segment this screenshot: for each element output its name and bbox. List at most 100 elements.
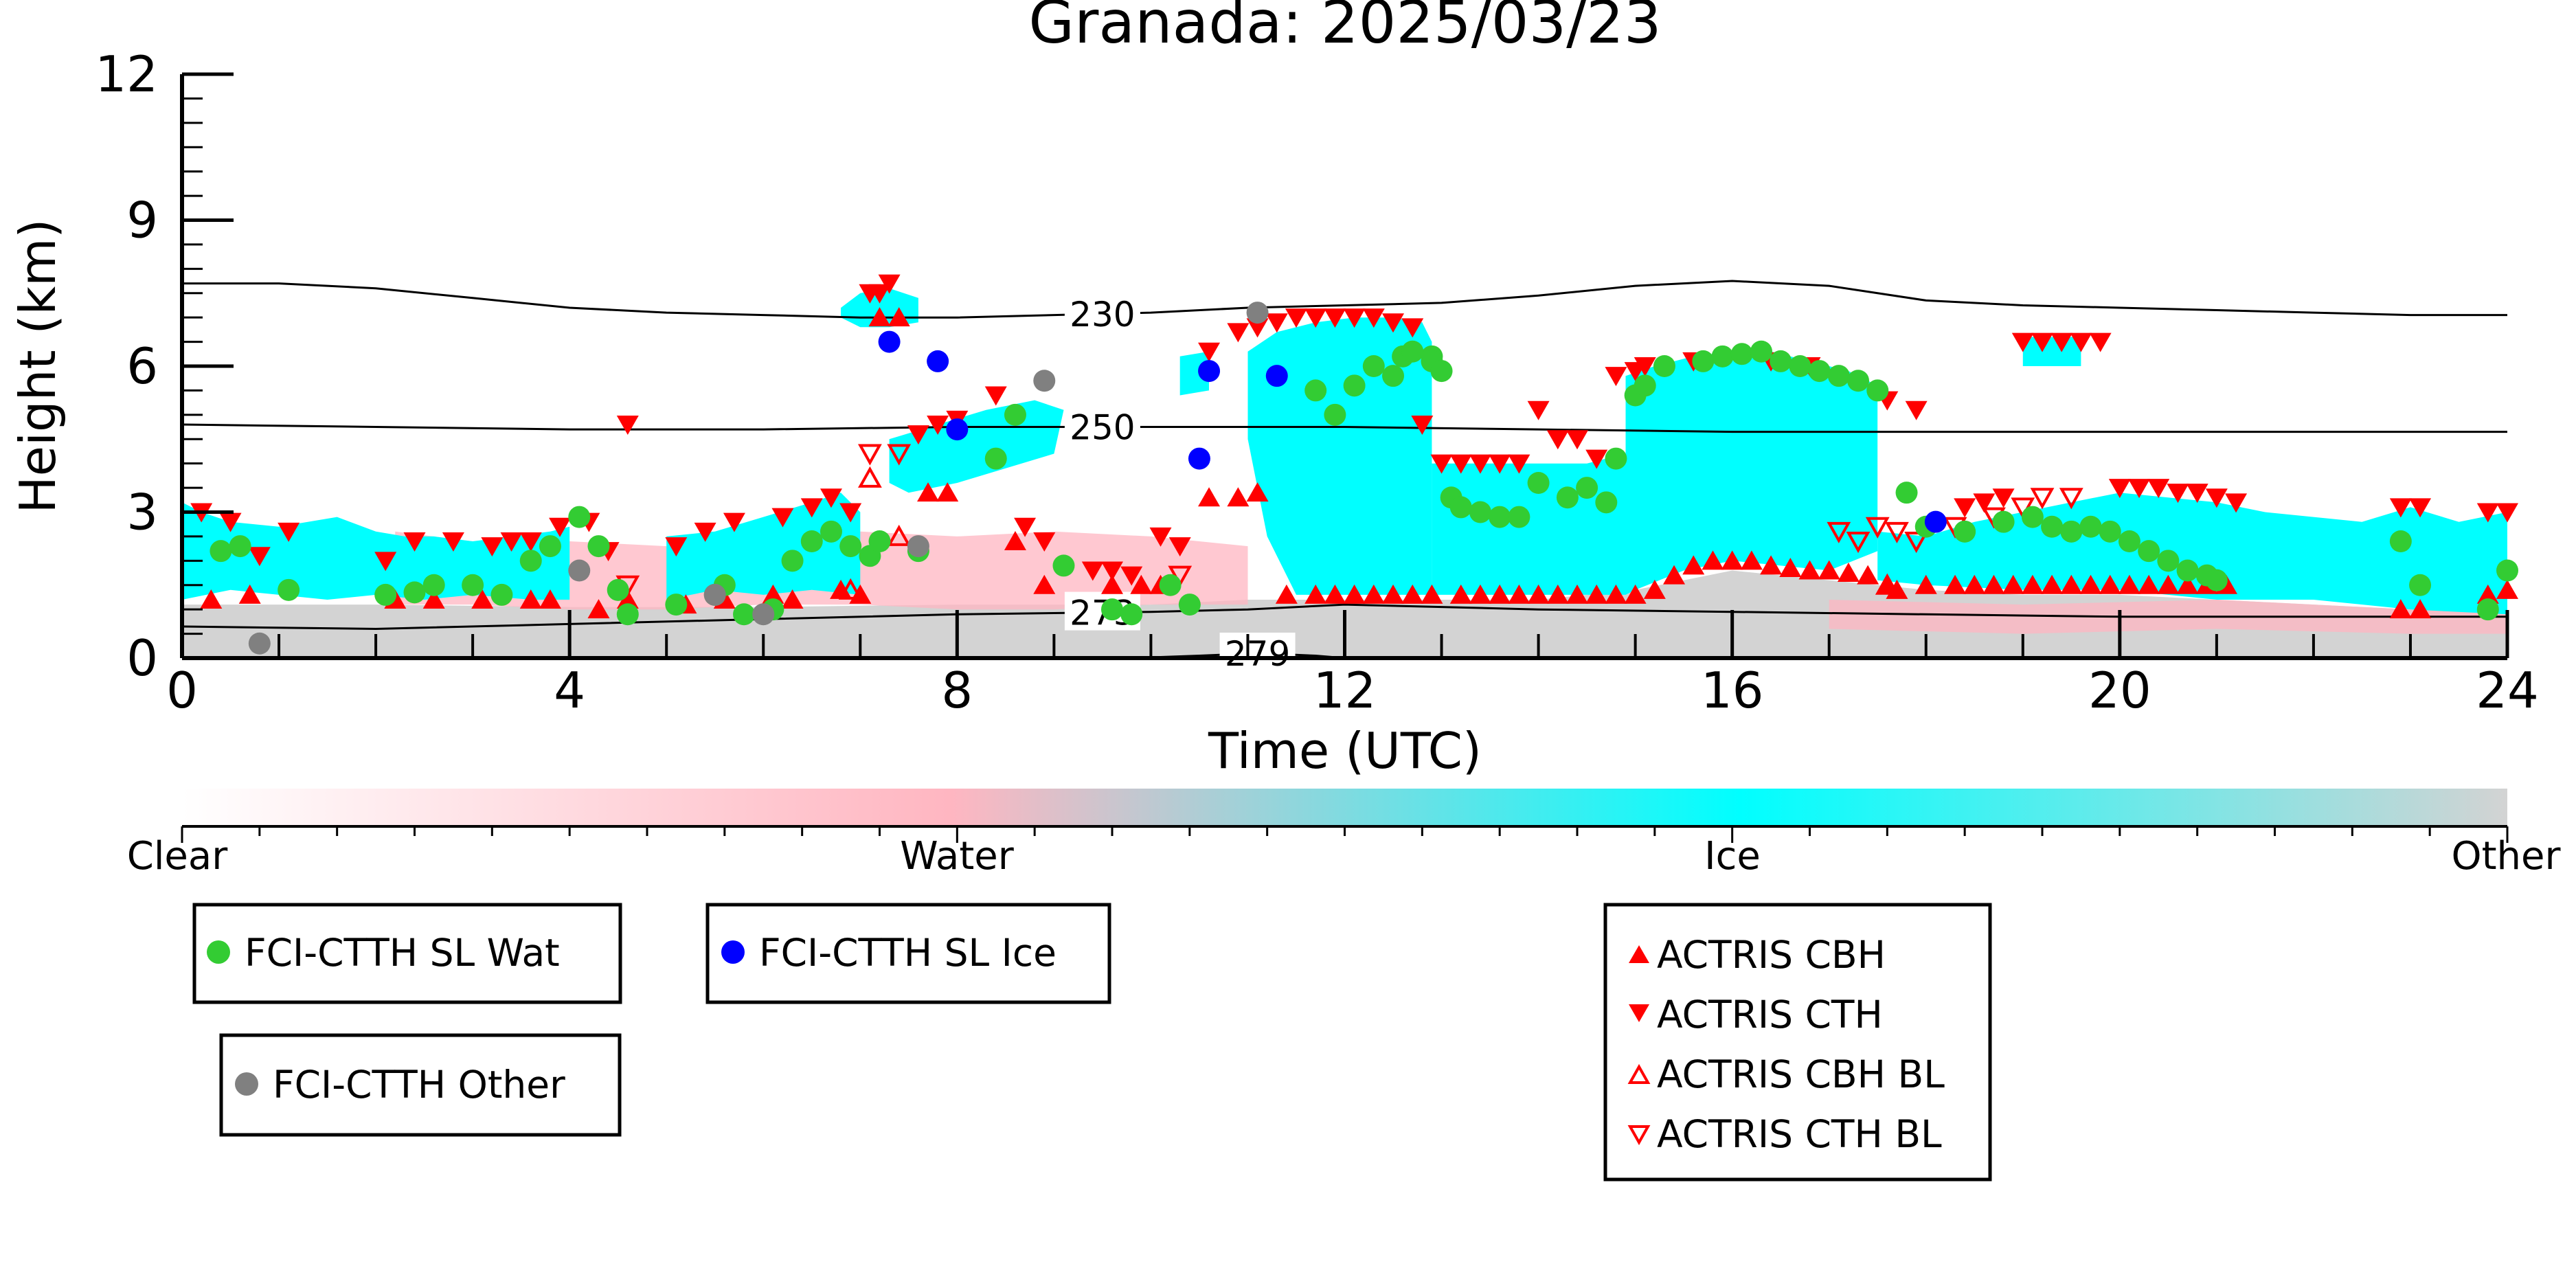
legend-label-sl-wat: FCI-CTTH SL Wat — [245, 931, 560, 975]
ice-cloud-region — [1432, 453, 1626, 595]
marker-actris-cth — [1449, 454, 1472, 474]
marker-actris-cth — [1585, 449, 1608, 469]
marker-actris-cbh — [1702, 550, 1724, 570]
x-tick-label: 8 — [941, 662, 973, 719]
marker-actris-cbh — [1004, 531, 1026, 550]
marker-actris-cth — [2476, 503, 2499, 523]
marker-actris-cbh — [238, 584, 261, 604]
y-tick-labels: 0 3 6 9 12 — [95, 45, 158, 687]
marker-actris-cth — [1324, 308, 1346, 328]
marker-fci-ctth-sl-wat — [490, 583, 513, 606]
marker-actris-cth — [2031, 332, 2053, 352]
marker-actris-cbh — [1227, 487, 1250, 507]
marker-actris-cth — [2128, 479, 2151, 499]
marker-actris-cth — [1285, 308, 1307, 328]
marker-actris-cbh — [1944, 574, 1967, 594]
marker-actris-cbh — [2099, 574, 2121, 594]
marker-fci-ctth-sl-wat — [800, 530, 823, 552]
y-tick-label: 0 — [126, 629, 158, 687]
marker-actris-cbh — [2041, 574, 2064, 594]
marker-actris-cth — [1489, 454, 1511, 474]
isotherm-label-279: 279 — [1225, 634, 1290, 674]
marker-fci-ctth-sl-wat — [1120, 603, 1143, 626]
marker-actris-cth — [1168, 537, 1191, 557]
legend-marker-actris-cbh-bl — [1627, 1063, 1651, 1084]
legend-box-other: FCI-CTTH Other — [219, 1033, 622, 1137]
marker-actris-cbh — [781, 589, 804, 609]
marker-actris-cth — [1081, 561, 1104, 581]
marker-actris-cbh — [2118, 574, 2140, 594]
marker-fci-ctth-sl-wat — [2176, 559, 2199, 582]
marker-fci-ctth-sl-wat — [462, 574, 484, 596]
marker-actris-cth — [442, 532, 464, 552]
marker-actris-cbh — [1682, 555, 1705, 575]
marker-fci-ctth-sl-wat — [1992, 510, 2015, 533]
ice-cloud-region — [1625, 351, 1878, 595]
marker-actris-cbh — [200, 589, 223, 609]
marker-actris-cth — [1973, 493, 1996, 513]
marker-actris-cth — [278, 522, 300, 542]
marker-actris-cth-bl — [887, 444, 912, 466]
marker-actris-cth — [2011, 332, 2034, 352]
marker-actris-cbh-bl — [887, 524, 912, 546]
legend-marker-sl-ice — [721, 940, 745, 964]
marker-fci-ctth-sl-wat — [2409, 574, 2432, 596]
marker-actris-cth — [1634, 357, 1656, 376]
y-tick-label: 3 — [126, 484, 158, 541]
marker-fci-ctth-other — [1246, 302, 1269, 324]
marker-actris-cth-bl — [1846, 532, 1871, 554]
marker-fci-ctth-sl-ice — [1924, 510, 1947, 533]
marker-fci-ctth-sl-wat — [229, 535, 251, 558]
colorbar-label-ice: Ice — [1704, 834, 1761, 879]
isotherm-label-bg — [1064, 406, 1140, 445]
marker-fci-ctth-sl-wat — [1324, 403, 1346, 426]
legend-label-actris-cbh: ACTRIS CBH — [1657, 933, 1886, 977]
marker-fci-ctth-other — [907, 535, 929, 558]
marker-actris-cbh-bl — [838, 578, 863, 600]
isotherm-label-230: 230 — [1070, 295, 1135, 335]
marker-actris-cth-bl — [857, 444, 882, 466]
legend-marker-sl-wat — [207, 940, 230, 964]
marker-fci-ctth-sl-wat — [587, 535, 610, 558]
legend: FCI-CTTH SL Wat FCI-CTTH SL Ice FCI-CTTH… — [192, 903, 1992, 1182]
marker-fci-ctth-sl-wat — [1808, 360, 1831, 383]
marker-fci-ctth-sl-wat — [665, 594, 688, 616]
marker-actris-cbh — [868, 307, 891, 327]
marker-fci-ctth-sl-wat — [1605, 447, 1627, 470]
marker-actris-cbh — [2002, 574, 2024, 594]
marker-actris-cth — [403, 532, 426, 552]
legend-box-sl-ice: FCI-CTTH SL Ice — [705, 903, 1111, 1004]
marker-actris-cbh — [1508, 584, 1530, 604]
marker-actris-cth — [549, 517, 572, 537]
y-minor-ticks — [182, 72, 234, 660]
legend-label-other: FCI-CTTH Other — [273, 1063, 565, 1107]
x-tick-label: 0 — [166, 662, 198, 719]
colorbar: Clear Water Ice Other — [127, 789, 2561, 879]
marker-actris-cbh — [917, 482, 940, 502]
marker-actris-cbh — [1275, 584, 1298, 604]
marker-actris-cth — [500, 532, 523, 552]
marker-actris-cth — [1905, 400, 1928, 420]
marker-actris-cth — [1246, 318, 1269, 338]
marker-actris-cth — [519, 532, 542, 552]
marker-fci-ctth-sl-wat — [2138, 540, 2160, 563]
marker-actris-cth — [984, 386, 1007, 406]
legend-marker-actris-cth-bl — [1627, 1125, 1651, 1146]
marker-fci-ctth-sl-wat — [1430, 360, 1453, 383]
marker-actris-cth — [1304, 308, 1327, 328]
marker-actris-cbh — [1101, 574, 1123, 594]
marker-actris-cbh — [1469, 584, 1491, 604]
axes: 0 3 6 9 12 0 4 8 12 16 20 24 — [95, 45, 2538, 719]
marker-fci-ctth-sl-wat — [1489, 506, 1511, 528]
marker-fci-ctth-sl-wat — [1730, 343, 1753, 365]
marker-fci-ctth-sl-wat — [1750, 340, 1772, 363]
marker-actris-cbh — [1527, 584, 1550, 604]
marker-actris-cbh — [1643, 579, 1666, 599]
x-tick-label: 16 — [1701, 662, 1764, 719]
marker-fci-ctth-sl-wat — [278, 578, 300, 601]
marker-actris-cth — [1149, 527, 1172, 547]
marker-actris-cbh — [1740, 550, 1763, 570]
marker-actris-cbh — [1837, 563, 1860, 583]
marker-fci-ctth-sl-wat — [403, 581, 426, 604]
